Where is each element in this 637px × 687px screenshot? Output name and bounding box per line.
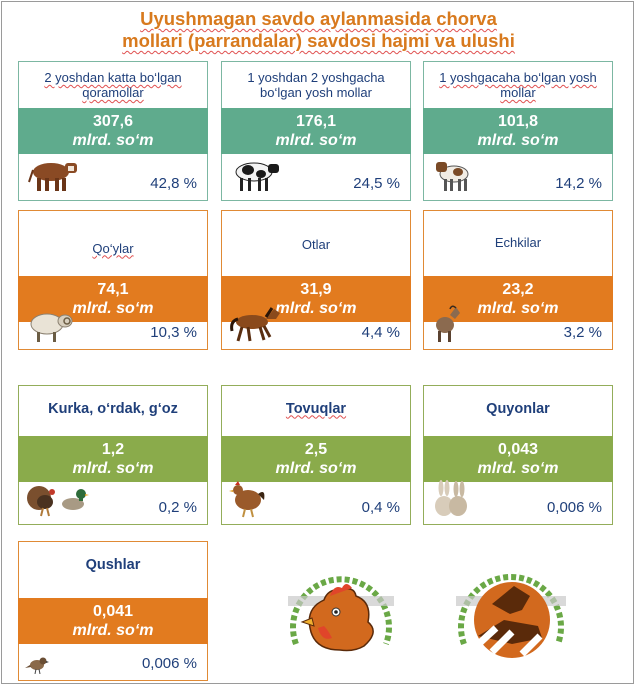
card-percent: 24,5 % <box>353 175 400 192</box>
card-calves: 1 yoshgacaha bo‘lgan yosh mollar 101,8 m… <box>423 61 613 201</box>
card-label: Quyonlar <box>486 400 550 417</box>
card-value-band: 176,1 mlrd. so‘m <box>221 108 411 154</box>
cow-icon <box>235 162 279 191</box>
card-value: 0,041 <box>92 603 134 620</box>
card-percent: 42,8 % <box>150 175 197 192</box>
bull-logo-icon <box>456 574 566 658</box>
card-cattle-adult: 2 yoshdan katta bo‘lgan qoramollar 307,6… <box>18 61 208 201</box>
card-label: 1 yoshgacaha bo‘lgan yosh mollar <box>439 70 597 100</box>
card-sheep: Qo‘ylar 74,1 mlrd. so‘m 10,3 % <box>18 210 208 350</box>
card-value-band: 74,1 mlrd. so‘m <box>18 276 208 322</box>
card-value: 0,043 <box>497 441 539 458</box>
card-label: Kurka, o‘rdak, g‘oz <box>48 400 178 417</box>
card-value-band: 0,041 mlrd. so‘m <box>18 598 208 644</box>
card-percent: 0,2 % <box>158 499 197 516</box>
bird-icon <box>25 657 49 674</box>
card-unit: mlrd. so‘m <box>72 300 154 317</box>
turkey-duck-icon <box>27 486 89 517</box>
card-unit: mlrd. so‘m <box>477 300 559 317</box>
card-value: 101,8 <box>497 113 539 130</box>
page-title: Uyushmagan savdo aylanmasida chorva moll… <box>0 8 637 52</box>
calf-icon <box>436 162 469 191</box>
card-value-band: 0,043 mlrd. so‘m <box>423 436 613 482</box>
card-value-band: 2,5 mlrd. so‘m <box>221 436 411 482</box>
card-percent: 0,006 % <box>141 655 197 672</box>
card-unit: mlrd. so‘m <box>72 622 154 639</box>
card-value: 31,9 <box>300 281 332 298</box>
card-unit: mlrd. so‘m <box>275 460 357 477</box>
card-unit: mlrd. so‘m <box>72 132 154 149</box>
card-rabbits: Quyonlar 0,043 mlrd. so‘m 0,006 % <box>423 385 613 525</box>
card-unit: mlrd. so‘m <box>275 132 357 149</box>
card-label: Echkilar <box>494 234 542 250</box>
card-value: 74,1 <box>97 281 129 298</box>
card-percent: 0,006 % <box>546 499 602 516</box>
rabbit-icon <box>435 480 467 516</box>
card-value-band: 1,2 mlrd. so‘m <box>18 436 208 482</box>
card-unit: mlrd. so‘m <box>275 300 357 317</box>
card-value-band: 307,6 mlrd. so‘m <box>18 108 208 154</box>
card-unit: mlrd. so‘m <box>477 460 559 477</box>
card-value: 307,6 <box>92 113 134 130</box>
card-percent: 10,3 % <box>150 324 197 341</box>
card-value: 176,1 <box>295 113 337 130</box>
card-label: Otlar <box>301 236 331 252</box>
card-label: Qushlar <box>85 556 141 573</box>
card-value: 23,2 <box>502 281 534 298</box>
horse-icon <box>230 307 280 342</box>
card-horses: Otlar 31,9 mlrd. so‘m 4,4 % <box>221 210 411 350</box>
bull-icon <box>28 163 77 191</box>
card-label: Tovuqlar <box>285 400 347 417</box>
card-turkey-duck-goose: Kurka, o‘rdak, g‘oz 1,2 mlrd. so‘m 0,2 % <box>18 385 208 525</box>
card-percent: 0,4 % <box>361 499 400 516</box>
card-value-band: 101,8 mlrd. so‘m <box>423 108 613 154</box>
goat-icon <box>436 305 460 342</box>
title-line-1: Uyushmagan savdo aylanmasida chorva <box>140 8 497 29</box>
card-value-band: 31,9 mlrd. so‘m <box>221 276 411 322</box>
chicken-icon <box>229 481 265 518</box>
card-goats: Echkilar 23,2 mlrd. so‘m 3,2 % <box>423 210 613 350</box>
card-label: 1 yoshdan 2 yoshgacha bo‘lgan yosh molla… <box>247 70 385 100</box>
card-percent: 3,2 % <box>563 324 602 341</box>
card-value: 2,5 <box>304 441 328 458</box>
card-percent: 14,2 % <box>555 175 602 192</box>
card-unit: mlrd. so‘m <box>72 460 154 477</box>
rooster-logo-icon <box>288 576 394 652</box>
card-birds: Qushlar 0,041 mlrd. so‘m 0,006 % <box>18 541 208 681</box>
card-cattle-young: 1 yoshdan 2 yoshgacha bo‘lgan yosh molla… <box>221 61 411 201</box>
card-label: Qo‘ylar <box>92 240 134 256</box>
card-unit: mlrd. so‘m <box>477 132 559 149</box>
card-value: 1,2 <box>101 441 125 458</box>
sheep-icon <box>30 313 73 342</box>
card-percent: 4,4 % <box>361 324 400 341</box>
title-line-2: mollari (parrandalar) savdosi hajmi va u… <box>122 30 515 51</box>
card-chickens: Tovuqlar 2,5 mlrd. so‘m 0,4 % <box>221 385 411 525</box>
card-label: 2 yoshdan katta bo‘lgan qoramollar <box>44 70 182 100</box>
